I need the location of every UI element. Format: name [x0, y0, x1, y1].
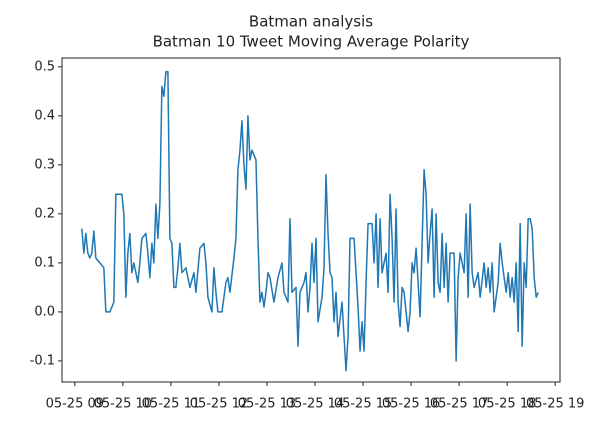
x-tick-label: 05-25 12: [190, 397, 248, 412]
x-tick-label: 05-25 18: [478, 397, 536, 412]
x-tick-label: 05-25 11: [142, 397, 200, 412]
y-tick-label: 0.5: [34, 59, 55, 74]
chart-subtitle: Batman 10 Tweet Moving Average Polarity: [153, 33, 470, 51]
x-tick-label: 05-25 19: [526, 397, 584, 412]
y-tick-label: -0.1: [30, 353, 55, 368]
x-tick-label: 05-25 10: [94, 397, 152, 412]
chart-title: Batman analysis: [249, 13, 373, 31]
x-tick-label: 05-25 14: [286, 397, 344, 412]
x-tick-label: 05-25 09: [46, 397, 104, 412]
y-tick-label: 0.2: [34, 206, 55, 221]
x-tick-label: 05-25 13: [238, 397, 296, 412]
x-tick-label: 05-25 15: [334, 397, 392, 412]
x-tick-label: 05-25 17: [430, 397, 488, 412]
line: [81, 70, 539, 372]
y-tick-label: 0.4: [34, 108, 55, 123]
y-tick-label: 0.1: [34, 255, 55, 270]
y-tick-label: 0.3: [34, 157, 55, 172]
y-tick-label: 0.0: [34, 304, 55, 319]
plot-frame: [61, 57, 561, 383]
x-tick-label: 05-25 16: [382, 397, 440, 412]
